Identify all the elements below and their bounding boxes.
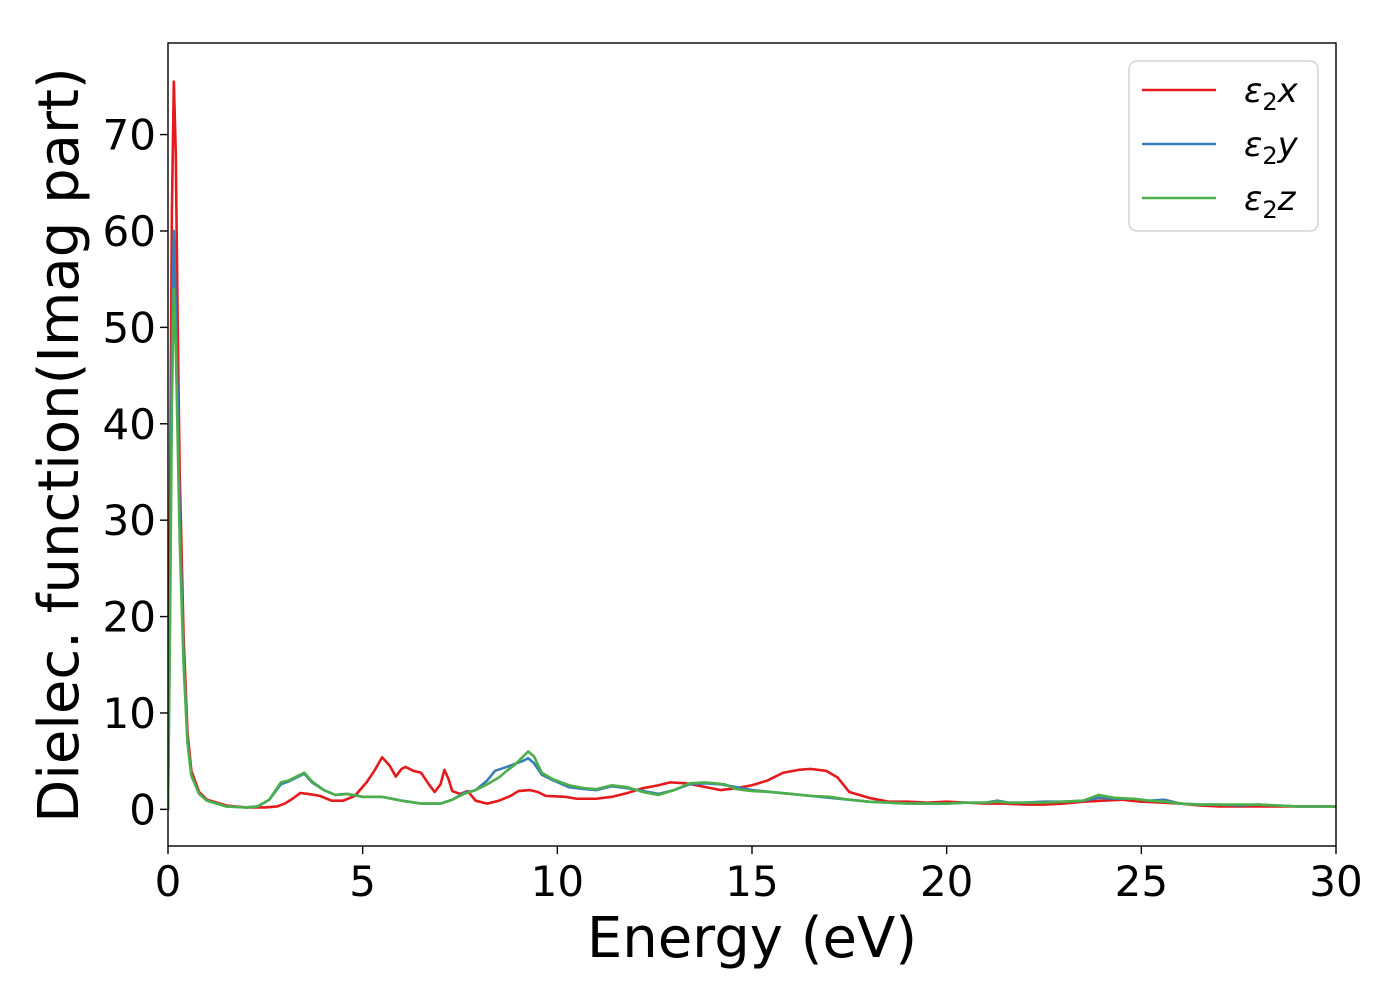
- legend-box: [1128, 60, 1319, 232]
- y-tick-label: 30: [103, 496, 156, 545]
- x-tick-label: 15: [725, 857, 778, 906]
- x-tick-label: 0: [155, 857, 182, 906]
- y-tick-label: 70: [103, 111, 156, 160]
- x-axis-ticks: 0 5 10 15 20 25 30: [155, 846, 1363, 906]
- x-tick-label: 25: [1115, 857, 1168, 906]
- y-tick-label: 60: [103, 207, 156, 256]
- y-axis-ticks: 0 10 20 30 40 50 60 70: [103, 111, 168, 834]
- series-line-z: [168, 287, 1336, 811]
- legend: ε2x ε2y ε2z: [1128, 60, 1319, 232]
- x-tick-label: 10: [531, 857, 584, 906]
- x-tick-label: 30: [1309, 857, 1362, 906]
- series-layer: [168, 80, 1336, 811]
- y-tick-label: 0: [129, 785, 156, 834]
- x-axis-label: Energy (eV): [587, 906, 917, 971]
- legend-label-x: ε2x: [1244, 71, 1299, 116]
- legend-label-z: ε2z: [1244, 179, 1297, 224]
- legend-label-y: ε2y: [1244, 125, 1299, 170]
- y-axis-label: Dielec. function(Imag part): [27, 67, 92, 823]
- y-tick-label: 40: [103, 400, 156, 449]
- y-tick-label: 20: [103, 593, 156, 642]
- x-tick-label: 5: [349, 857, 376, 906]
- y-tick-label: 50: [103, 303, 156, 352]
- y-tick-label: 10: [103, 689, 156, 738]
- series-line-x: [168, 80, 1336, 811]
- x-tick-label: 20: [920, 857, 973, 906]
